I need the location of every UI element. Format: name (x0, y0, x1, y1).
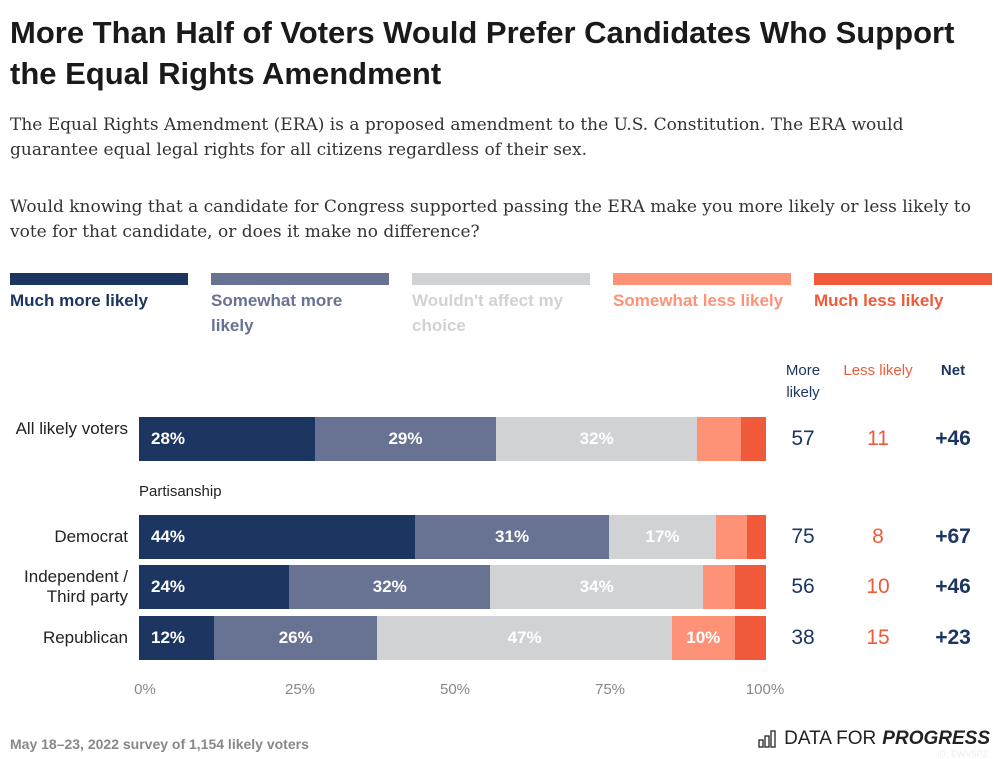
legend-swatch (613, 273, 791, 285)
logo: DATA FOR PROGRESS (758, 728, 990, 750)
bar-segment (734, 616, 766, 660)
legend-label: Somewhat more likely (211, 291, 343, 335)
legend-item: Somewhat less likely (613, 273, 791, 313)
bar-segment: 47% (377, 616, 672, 660)
value-less: 8 (872, 525, 884, 548)
logo-text: DATA FOR (784, 728, 877, 749)
legend-item: Wouldn't affect my choice (412, 273, 590, 338)
legend-label: Much less likely (814, 291, 944, 310)
bar-segment: 34% (490, 565, 704, 609)
x-tick-label: 50% (439, 681, 471, 698)
value-more: 57 (791, 427, 815, 450)
chart-title: More Than Half of Voters Would Prefer Ca… (10, 15, 955, 91)
value-more: 56 (791, 575, 815, 598)
legend-swatch (10, 273, 188, 285)
legend-swatch (211, 273, 389, 285)
bar-segment (747, 515, 766, 559)
bar-segment: 44% (139, 515, 415, 559)
x-tick-label: 100% (745, 681, 785, 698)
value-net: +46 (935, 427, 971, 450)
bar-segment (715, 515, 748, 559)
bar-segment: 17% (609, 515, 716, 559)
legend-item: Somewhat more likely (211, 273, 389, 338)
header-less: Less likely (843, 362, 913, 379)
header-more: More likely (785, 362, 821, 401)
bar-segment: 10% (671, 616, 735, 660)
bar-segment (703, 565, 735, 609)
logo-text-bold: PROGRESS (882, 728, 990, 749)
legend-swatch (814, 273, 992, 285)
bar-segment (734, 565, 766, 609)
bar-segment: 31% (414, 515, 610, 559)
bar-segment: 26% (214, 616, 378, 660)
question: Would knowing that a candidate for Congr… (10, 197, 971, 242)
description: The Equal Rights Amendment (ERA) is a pr… (10, 115, 904, 160)
row-label: Republican (42, 628, 128, 647)
legend-swatch (412, 273, 590, 285)
row-label: Democrat (54, 527, 128, 546)
bar-segment: 28% (139, 417, 315, 461)
row-label: Independent / Third party (24, 567, 128, 606)
legend-item: Much more likely (10, 273, 188, 313)
value-less: 10 (866, 575, 890, 598)
bar-segment: 29% (314, 417, 497, 461)
bar-chart-icon (758, 730, 776, 748)
row-label: All likely voters (15, 419, 128, 438)
x-tick-label: 0% (134, 681, 156, 698)
stacked-bar: 12% 26% 47% 10% (139, 616, 766, 660)
bar-segment: 32% (289, 565, 491, 609)
bar-segment: 24% (139, 565, 290, 609)
legend-item: Much less likely (814, 273, 992, 313)
header-net: Net (940, 362, 966, 379)
bar-segment (740, 417, 766, 461)
x-tick-label: 75% (594, 681, 626, 698)
stacked-bar: 28% 29% 32% (139, 417, 766, 461)
stacked-bar: 44% 31% 17% (139, 515, 766, 559)
legend-label: Wouldn't affect my choice (412, 291, 564, 335)
value-net: +23 (935, 626, 971, 649)
legend-label: Much more likely (10, 291, 148, 310)
value-less: 11 (867, 427, 889, 450)
value-less: 15 (866, 626, 890, 649)
value-more: 38 (791, 626, 815, 649)
footer-source: May 18–23, 2022 survey of 1,154 likely v… (10, 736, 309, 752)
watermark: ID: EWV5PZ (936, 749, 988, 759)
bar-segment: 32% (496, 417, 697, 461)
bar-segment: 12% (139, 616, 215, 660)
bar-segment (697, 417, 741, 461)
stacked-bar: 24% 32% 34% (139, 565, 766, 609)
value-net: +67 (935, 525, 971, 548)
group-label: Partisanship (139, 483, 222, 500)
legend-label: Somewhat less likely (613, 291, 784, 310)
value-more: 75 (791, 525, 815, 548)
value-net: +46 (935, 575, 971, 598)
x-tick-label: 25% (284, 681, 316, 698)
